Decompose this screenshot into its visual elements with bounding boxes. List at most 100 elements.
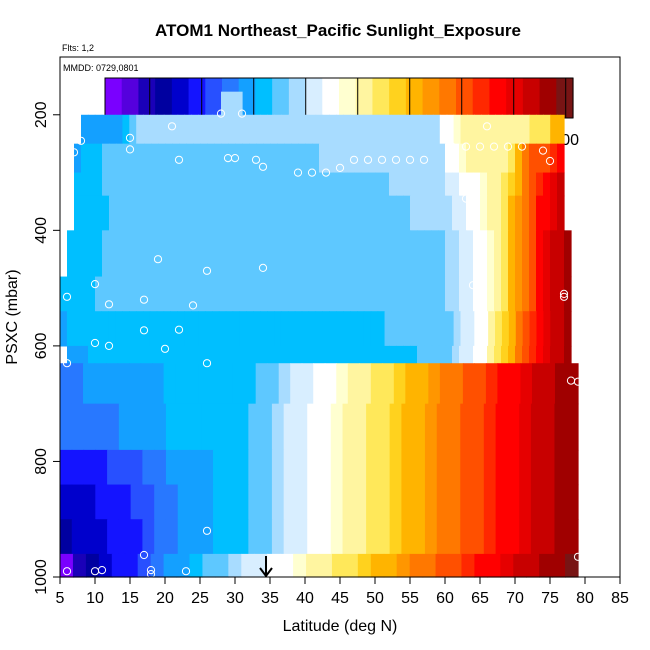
heatmap-cell (260, 311, 268, 347)
heatmap-cell (214, 345, 222, 364)
heatmap-cell (389, 519, 403, 555)
sample-point-marker (335, 163, 345, 172)
heatmap-cell (557, 230, 565, 278)
heatmap-cell (466, 172, 474, 197)
heatmap-cell (319, 172, 327, 197)
heatmap-cell (291, 195, 299, 231)
heatmap-cell (274, 311, 282, 347)
heatmap-cell (342, 403, 355, 451)
heatmap-cell (158, 345, 166, 364)
heatmap-cell (88, 276, 96, 312)
heatmap-cell (235, 276, 243, 312)
heatmap-cell (305, 276, 313, 312)
heatmap-cell (466, 195, 474, 231)
heatmap-cell (347, 345, 355, 364)
heatmap-cell (198, 311, 206, 347)
colorbar-swatch (288, 78, 307, 118)
heatmap-cell (165, 449, 179, 486)
heatmap-cell (487, 143, 495, 174)
heatmap-cell (116, 172, 124, 197)
heatmap-cell (459, 230, 467, 278)
heatmap-cell (363, 114, 372, 145)
heatmap-cell (95, 195, 103, 231)
heatmap-cell (66, 311, 75, 347)
heatmap-cell (201, 484, 214, 520)
heatmap-cell (191, 311, 199, 347)
heatmap-cell (263, 195, 271, 231)
heatmap-cell (107, 519, 120, 555)
heatmap-cell (384, 311, 393, 347)
heatmap-cell (424, 195, 432, 231)
heatmap-cell (375, 195, 383, 231)
heatmap-cell (377, 484, 391, 520)
heatmap-cell (144, 195, 152, 231)
colorbar-swatch (205, 78, 223, 118)
heatmap-cell (474, 114, 482, 145)
heatmap-cell (354, 230, 362, 278)
heatmap-cell (424, 403, 438, 451)
heatmap-cell (424, 519, 438, 555)
heatmap-cell (536, 311, 544, 347)
heatmap-cell (267, 114, 275, 145)
heatmap-cell (102, 345, 110, 364)
sample-point-marker (139, 326, 149, 335)
heatmap-cell (124, 553, 139, 578)
heatmap-cell (495, 114, 503, 145)
heatmap-cell (377, 519, 391, 555)
heatmap-cell (350, 311, 358, 347)
heatmap-cell (270, 172, 278, 197)
heatmap-cell (151, 195, 159, 231)
heatmap-cell (241, 553, 255, 578)
heatmap-cell (326, 230, 334, 278)
heatmap-cell (249, 195, 257, 231)
heatmap-cell (472, 484, 485, 520)
heatmap-cell (255, 363, 268, 405)
heatmap-cell (137, 553, 152, 578)
heatmap-cell (142, 403, 155, 451)
heatmap-cell (165, 276, 173, 312)
heatmap-cell (550, 345, 558, 364)
heatmap-cell (277, 276, 285, 312)
heatmap-cell (193, 345, 201, 364)
heatmap-cell (522, 230, 530, 278)
chart-title: ATOM1 Northeast_Pacific Sunlight_Exposur… (155, 21, 521, 40)
heatmap-cell (356, 311, 365, 347)
x-tick-label: 50 (366, 590, 384, 607)
heatmap-cell (165, 172, 173, 197)
heatmap-cell (550, 195, 558, 231)
heatmap-cell (313, 363, 326, 405)
heatmap-cell (305, 195, 313, 231)
heatmap-cell (494, 276, 502, 312)
heatmap-cell (530, 484, 544, 520)
heatmap-cell (543, 311, 551, 347)
heatmap-cell (452, 276, 460, 312)
heatmap-cell (158, 195, 166, 231)
heatmap-cell (242, 230, 250, 278)
x-tick-label: 70 (506, 590, 524, 607)
heatmap-cell (177, 449, 191, 486)
heatmap-cell (413, 403, 426, 451)
heatmap-cell (291, 230, 299, 278)
heatmap-cell (115, 311, 123, 347)
y-tick-label: 800 (33, 448, 50, 475)
heatmap-cell (428, 363, 441, 405)
sample-point-marker (258, 263, 268, 272)
heatmap-cell (118, 484, 132, 520)
heatmap-cell (236, 519, 249, 555)
heatmap-cell (515, 230, 523, 278)
heatmap-cell (375, 345, 383, 364)
heatmap-cell (495, 484, 508, 520)
sample-point-marker (167, 122, 177, 131)
heatmap-cell (301, 114, 310, 145)
sample-point-marker (181, 567, 191, 576)
heatmap-cell (106, 363, 119, 405)
heatmap-cell (242, 345, 250, 364)
heatmap-cell (520, 363, 533, 405)
heatmap-cell (130, 484, 144, 520)
heatmap-cell (298, 143, 306, 174)
heatmap-cell (366, 484, 379, 520)
heatmap-cell (236, 403, 249, 451)
heatmap-cell (474, 553, 488, 578)
heatmap-cell (424, 484, 438, 520)
sample-point-marker (251, 155, 261, 164)
